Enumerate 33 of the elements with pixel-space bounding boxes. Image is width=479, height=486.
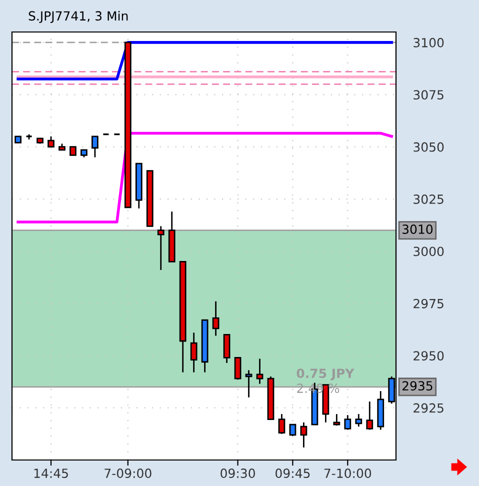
candlestick — [92, 136, 98, 158]
candlestick — [190, 332, 198, 374]
x-tick-label: 14:45 — [34, 468, 68, 478]
candlestick — [256, 358, 264, 384]
x-tick-label: 7-10:00 — [324, 468, 372, 478]
candlestick — [157, 225, 164, 271]
candlestick — [234, 357, 242, 380]
y-tick-label: 2950 — [414, 351, 444, 361]
y-tick-label: 3000 — [414, 246, 444, 256]
y-tick-label: 3075 — [414, 90, 444, 100]
y-tick-label: 3050 — [414, 142, 444, 152]
candlestick — [355, 413, 362, 428]
y-tick-label: 3100 — [414, 38, 444, 48]
chart-title: S.JPJ7741, 3 Min — [28, 10, 128, 23]
annotation: 0.75 JPY — [296, 368, 354, 380]
candlestick — [344, 414, 352, 430]
candlestick — [212, 300, 220, 336]
x-tick-label: 7-09:00 — [104, 468, 152, 478]
y-tick-label: 2925 — [414, 403, 444, 413]
ref-line-label: 3010 — [402, 224, 433, 234]
y-tick-label: 3025 — [414, 194, 444, 204]
candlestick — [366, 400, 374, 430]
candlestick — [223, 334, 230, 364]
x-tick-label: 09:30 — [220, 468, 255, 478]
candlestick — [48, 136, 54, 148]
candlestick — [300, 422, 308, 448]
y-tick-label: 2975 — [414, 298, 444, 308]
candlestick — [333, 413, 340, 426]
x-tick-label: 09:45 — [276, 468, 310, 478]
candlestick — [278, 413, 286, 435]
candlestick — [289, 424, 296, 437]
ref-line-label: 2935 — [402, 381, 432, 391]
candlestick — [245, 370, 252, 398]
